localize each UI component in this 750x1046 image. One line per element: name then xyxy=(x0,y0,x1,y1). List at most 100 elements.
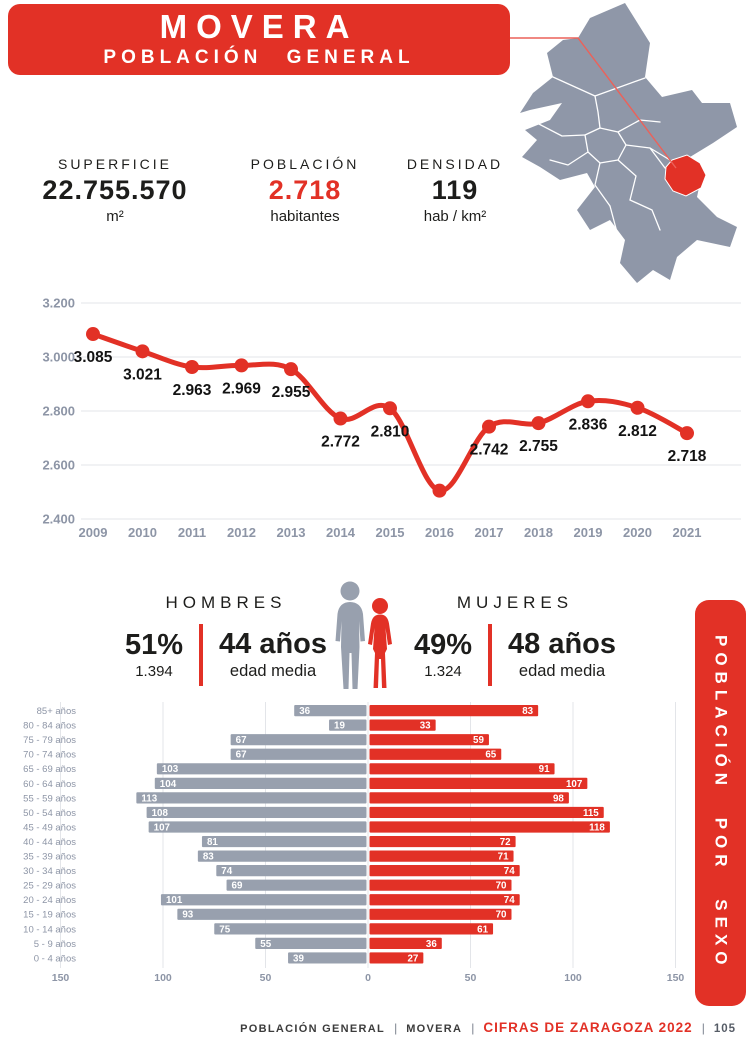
pyramid-value-label: 61 xyxy=(477,924,488,935)
women-percent: 49% xyxy=(413,629,473,662)
x-tick-label: 2019 xyxy=(574,525,603,540)
chart-point-label: 2.810 xyxy=(371,423,410,440)
city-district-map xyxy=(500,0,750,292)
chart-point xyxy=(432,483,447,498)
footer-separator: | xyxy=(471,1021,475,1035)
pyramid-row-label: 5 - 9 años xyxy=(34,939,76,950)
men-count: 1.394 xyxy=(135,662,173,680)
x-tick-label: 2016 xyxy=(425,525,454,540)
pyramid-row-label: 45 - 49 años xyxy=(23,822,76,833)
chart-point-label: 2.755 xyxy=(519,438,558,455)
side-banner: POBLACIÓN POR SEXO xyxy=(695,600,746,1006)
page-title: MOVERA xyxy=(159,7,359,45)
pyramid-value-label: 55 xyxy=(260,939,271,950)
pyramid-value-label: 67 xyxy=(236,750,247,761)
side-banner-text: POBLACIÓN POR SEXO xyxy=(711,635,731,971)
chart-point-label: 2.812 xyxy=(618,423,657,440)
women-count: 1.324 xyxy=(424,662,462,680)
red-divider xyxy=(199,624,204,686)
pyramid-value-label: 74 xyxy=(504,866,515,877)
pyramid-bar-men xyxy=(329,719,367,731)
x-tick-label: 2020 xyxy=(623,525,652,540)
pyramid-axis-tick: 150 xyxy=(667,972,685,984)
pyramid-value-label: 39 xyxy=(293,953,304,964)
stat-superficie: SUPERFICIE 22.755.570 m² xyxy=(25,156,205,225)
pyramid-value-label: 33 xyxy=(420,721,431,732)
pyramid-bar-women xyxy=(369,806,604,819)
pyramid-bar-men xyxy=(146,806,367,819)
pyramid-value-label: 103 xyxy=(162,764,179,775)
pyramid-bar-men xyxy=(177,908,367,920)
men-mean-age: 44 años xyxy=(219,628,328,661)
pyramid-axis-tick: 0 xyxy=(365,972,371,984)
pyramid-bar-men xyxy=(288,952,367,964)
pyramid-axis-tick: 100 xyxy=(564,972,582,984)
pyramid-row-label: 55 - 59 años xyxy=(23,793,76,804)
men-summary: HOMBRES 51% 1.394 44 años edad media xyxy=(92,593,360,686)
pyramid-value-label: 27 xyxy=(407,953,418,964)
pyramid-bar-men xyxy=(156,763,367,775)
stat-unit: hab / km² xyxy=(423,208,487,225)
pyramid-bar-women xyxy=(369,705,539,717)
chart-point xyxy=(185,359,199,374)
pyramid-value-label: 98 xyxy=(553,793,564,804)
pyramid-value-label: 70 xyxy=(496,881,507,892)
stat-label: DENSIDAD xyxy=(406,156,504,172)
footer-section: POBLACIÓN GENERAL xyxy=(240,1023,386,1035)
pyramid-bar-men xyxy=(154,777,367,789)
pyramid-bar-men xyxy=(160,894,367,906)
pyramid-bar-men xyxy=(230,748,367,760)
women-mean-age: 48 años xyxy=(508,628,617,661)
pyramid-row-label: 50 - 54 años xyxy=(23,808,76,819)
stat-value: 119 xyxy=(431,175,479,205)
footer-separator: | xyxy=(394,1021,398,1035)
footer-source: CIFRAS DE ZARAGOZA 2022 xyxy=(483,1020,693,1035)
stat-value: 2.718 xyxy=(268,175,342,205)
chart-point-label: 3.085 xyxy=(74,349,113,366)
stat-label: SUPERFICIE xyxy=(57,156,172,172)
chart-point xyxy=(86,327,100,342)
x-tick-label: 2018 xyxy=(524,525,553,540)
footer-page-number: 105 xyxy=(713,1023,736,1035)
pyramid-value-label: 115 xyxy=(583,808,599,819)
pyramid-value-label: 74 xyxy=(504,895,515,906)
pyramid-axis-tick: 100 xyxy=(154,972,172,984)
x-tick-label: 2011 xyxy=(178,525,206,540)
pyramid-value-label: 74 xyxy=(221,866,232,877)
chart-point-label: 2.955 xyxy=(272,384,311,401)
chart-point xyxy=(234,358,249,373)
page-subtitle: POBLACIÓN GENERAL xyxy=(103,47,415,69)
chart-point xyxy=(482,419,496,434)
pyramid-bar-women xyxy=(369,850,514,862)
map-connector-line xyxy=(510,37,677,169)
chart-point xyxy=(383,401,397,416)
pyramid-value-label: 118 xyxy=(589,822,605,833)
footer: POBLACIÓN GENERAL | MOVERA | CIFRAS DE Z… xyxy=(240,1020,736,1035)
stat-unit: m² xyxy=(106,208,124,225)
y-tick-label: 2.800 xyxy=(42,404,75,419)
pyramid-value-label: 108 xyxy=(152,808,169,819)
pyramid-value-label: 67 xyxy=(236,735,247,746)
pyramid-bar-women xyxy=(369,879,512,891)
pyramid-value-label: 113 xyxy=(141,793,157,804)
pyramid-bar-women xyxy=(369,821,610,833)
x-tick-label: 2010 xyxy=(128,525,157,540)
women-title: MUJERES xyxy=(456,593,574,612)
women-summary: MUJERES 49% 1.324 48 años edad media xyxy=(395,593,635,686)
y-tick-label: 2.400 xyxy=(42,512,75,527)
women-mean-age-caption: edad media xyxy=(518,661,606,680)
men-mean-age-caption: edad media xyxy=(229,661,317,680)
x-tick-label: 2017 xyxy=(475,525,504,540)
pyramid-value-label: 107 xyxy=(566,779,583,790)
pyramid-row-label: 30 - 34 años xyxy=(23,866,76,877)
pyramid-value-label: 75 xyxy=(219,924,230,935)
pyramid-value-label: 93 xyxy=(182,910,193,921)
pyramid-bar-women xyxy=(369,908,512,920)
pyramid-bar-men xyxy=(294,705,367,717)
pyramid-bar-men xyxy=(201,835,367,848)
pyramid-bar-women xyxy=(369,894,520,906)
pyramid-value-label: 91 xyxy=(539,764,550,775)
pyramid-axis-tick: 50 xyxy=(260,972,272,984)
pyramid-bar-women xyxy=(369,923,494,935)
pyramid-row-label: 25 - 29 años xyxy=(23,881,76,892)
